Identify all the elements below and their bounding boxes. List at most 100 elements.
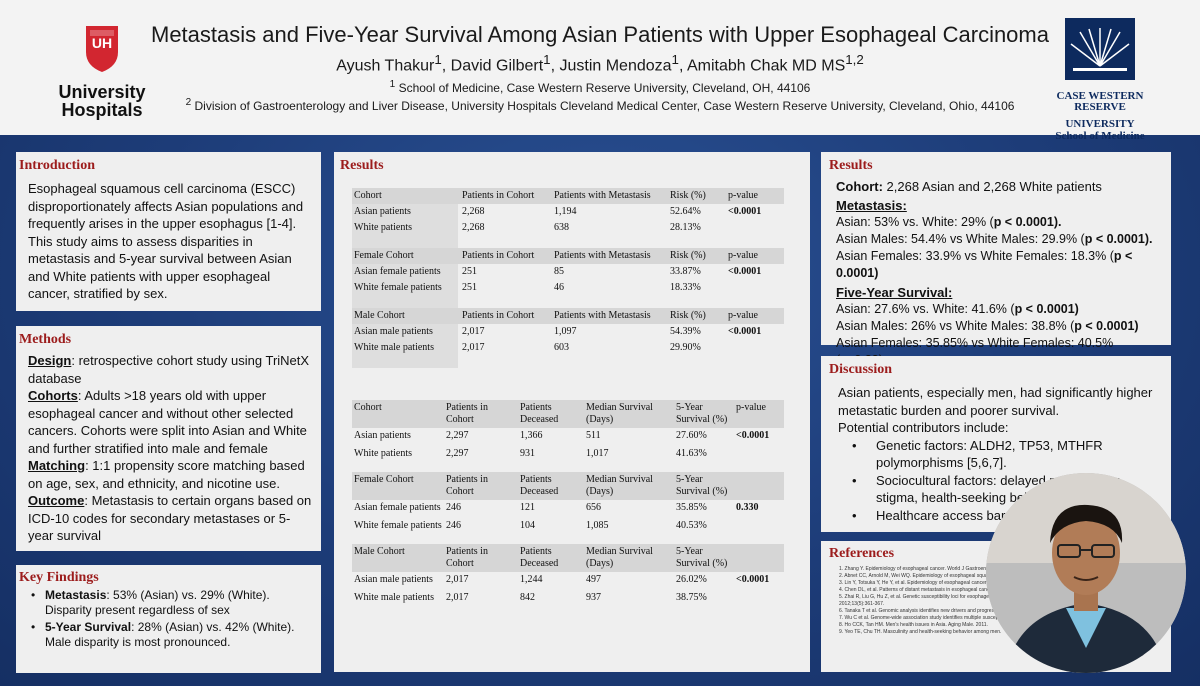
table-cell: White female patients <box>354 520 442 531</box>
table-cell: 2,017 <box>462 326 485 337</box>
key-findings-list: Metastasis: 53% (Asian) vs. 29% (White).… <box>19 588 313 650</box>
table-row: Asian female patients 246 121 656 35.85% 0.33… <box>352 500 784 518</box>
table-cell: 511 <box>586 430 601 441</box>
table-header-cell: Patients with Metastasis <box>554 250 651 261</box>
results-summary-title: Results <box>829 158 873 173</box>
finding-text: : 53% (Asian) vs. 29% (White). Disparity… <box>45 588 270 617</box>
uh-shield-icon: UH <box>86 26 118 72</box>
table-row: Asian patients 2,268 1,194 52.64% <0.0001 <box>352 204 784 220</box>
table-header-cell: p-value <box>736 402 766 413</box>
matching-label: Matching <box>28 458 86 473</box>
surv-text: Asian Males: 26% vs White Males: 38.8% ( <box>836 319 1075 333</box>
table-header-cell: Patients in Cohort <box>446 402 488 425</box>
introduction-title: Introduction <box>19 158 95 173</box>
table-cell: 52.64% <box>670 206 701 217</box>
finding-text: : 28% (Asian) vs. 42% (White). Male disp… <box>45 620 295 649</box>
discussion-panel: Discussion Asian patients, especially me… <box>821 356 1171 532</box>
table-cell: 2,268 <box>462 206 485 217</box>
uh-logo-text: University Hospitals <box>52 83 152 119</box>
finding-item: Metastasis: 53% (Asian) vs. 29% (White).… <box>31 588 313 618</box>
table-cell: 2,017 <box>446 592 469 603</box>
finding-item: 5-Year Survival: 28% (Asian) vs. 42% (Wh… <box>31 620 313 650</box>
table-cell: 2,017 <box>446 574 469 585</box>
cohort-label: Cohort: <box>836 179 883 194</box>
table-cell: White male patients <box>354 592 434 603</box>
table-cell: 121 <box>520 502 535 513</box>
design-text: : retrospective cohort study using TriNe… <box>28 353 310 386</box>
poster-title: Metastasis and Five-Year Survival Among … <box>151 22 1049 47</box>
table-header-cell: 5-Year Survival (%) <box>676 402 728 425</box>
met-text: Asian Males: 54.4% vs White Males: 29.9%… <box>836 232 1085 246</box>
surv-p: p < 0.0001) <box>1014 302 1079 316</box>
table-cell: 2,297 <box>446 430 469 441</box>
author-name: David Gilbert <box>450 57 544 75</box>
table-cell: 1,017 <box>586 448 609 459</box>
table-row: White male patients 2,017 603 29.90% <box>352 340 784 356</box>
table-cell: <0.0001 <box>728 326 762 337</box>
table-header-cell: Patients in Cohort <box>446 474 488 497</box>
surv-text: Asian: 27.6% vs. White: 41.6% ( <box>836 302 1015 316</box>
table-header-cell: Patients Deceased <box>520 402 559 425</box>
table-cell: <0.0001 <box>728 266 762 277</box>
table-row: Asian female patients 251 85 33.87% <0.0001 <box>352 264 784 280</box>
table-header-cell: Risk (%) <box>670 250 706 261</box>
author-name: Justin Mendoza <box>559 57 672 75</box>
table-header-cell: p-value <box>728 190 758 201</box>
met-line: Asian Females: 33.9% vs White Females: 1… <box>836 248 1163 282</box>
introduction-text: Esophageal squamous cell carcinoma (ESCC… <box>28 181 304 301</box>
table-cell: 29.90% <box>670 342 701 353</box>
table-cell: 46 <box>554 282 564 293</box>
cwru-line1: CASE WESTERN RESERVE <box>1056 90 1144 113</box>
table-cell: Asian patients <box>354 206 411 217</box>
table-cell: 842 <box>520 592 535 603</box>
author-affil: 1 <box>671 52 679 67</box>
table-cell: 2,297 <box>446 448 469 459</box>
table-header-cell: Risk (%) <box>670 310 706 321</box>
metastasis-heading: Metastasis: <box>836 198 907 213</box>
key-findings-title: Key Findings <box>19 570 99 585</box>
table-header-row: Female Cohort Patients in Cohort Patients … <box>352 248 784 264</box>
table-cell: 1,097 <box>554 326 577 337</box>
table-header-cell: Female Cohort <box>354 250 414 261</box>
design-label: Design <box>28 353 72 368</box>
metastasis-table: Cohort Patients in Cohort Patients with Me… <box>352 188 784 378</box>
author-name: Ayush Thakur <box>336 57 435 75</box>
reference-item: 8. Ho CCK, Tan HM. Men's health issues i… <box>839 622 988 628</box>
table-cell: 1,085 <box>586 520 609 531</box>
met-text: Asian Females: 33.9% vs White Females: 1… <box>836 249 1114 263</box>
table-header-cell: Female Cohort <box>354 474 414 485</box>
table-header-cell: p-value <box>728 250 758 261</box>
table-row: White female patients 251 46 18.33% <box>352 280 784 296</box>
table-cell: 0.330 <box>736 502 759 513</box>
table-header-cell: p-value <box>728 310 758 321</box>
table-cell: 2,268 <box>462 222 485 233</box>
surv-p: p < 0.0001) <box>1074 319 1139 333</box>
table-header-row: Cohort Patients in Cohort Patients Decease… <box>352 400 784 428</box>
table-cell: 638 <box>554 222 569 233</box>
table-shading <box>352 188 458 368</box>
met-p: p < 0.0001) <box>836 249 1133 280</box>
uh-line2: Hospitals <box>61 100 143 120</box>
affil-sup: 1 <box>389 79 396 90</box>
table-cell: 497 <box>586 574 601 585</box>
affil-text: Division of Gastroenterology and Liver D… <box>194 99 1015 113</box>
table-header-cell: Patients Deceased <box>520 474 559 497</box>
reference-item: 4. Chen DL, et al. Patterns of distant m… <box>839 587 995 593</box>
met-p: p < 0.0001). <box>993 215 1062 229</box>
outcome-label: Outcome <box>28 493 85 508</box>
survival-table: Cohort Patients in Cohort Patients Decease… <box>352 400 784 624</box>
methods-text: Design: retrospective cohort study using… <box>19 352 313 545</box>
table-cell: 246 <box>446 520 461 531</box>
affil-sup: 2 <box>185 97 192 108</box>
discussion-lead: Asian patients, especially men, had sign… <box>838 385 1153 418</box>
author-affil: 1 <box>434 52 442 67</box>
reference-item: 7. Wu C et al. Genome-wide association s… <box>839 615 1022 621</box>
table-header-row: Female Cohort Patients in Cohort Patients … <box>352 472 784 500</box>
table-header-cell: Median Survival (Days) <box>586 402 653 425</box>
table-cell: 931 <box>520 448 535 459</box>
table-cell: <0.0001 <box>736 430 770 441</box>
finding-label: Metastasis <box>45 588 107 602</box>
table-cell: 251 <box>462 266 477 277</box>
table-row: Asian male patients 2,017 1,097 54.39% <0.00… <box>352 324 784 340</box>
cwru-logo: CASE WESTERN RESERVE UNIVERSITY School o… <box>1030 18 1170 142</box>
